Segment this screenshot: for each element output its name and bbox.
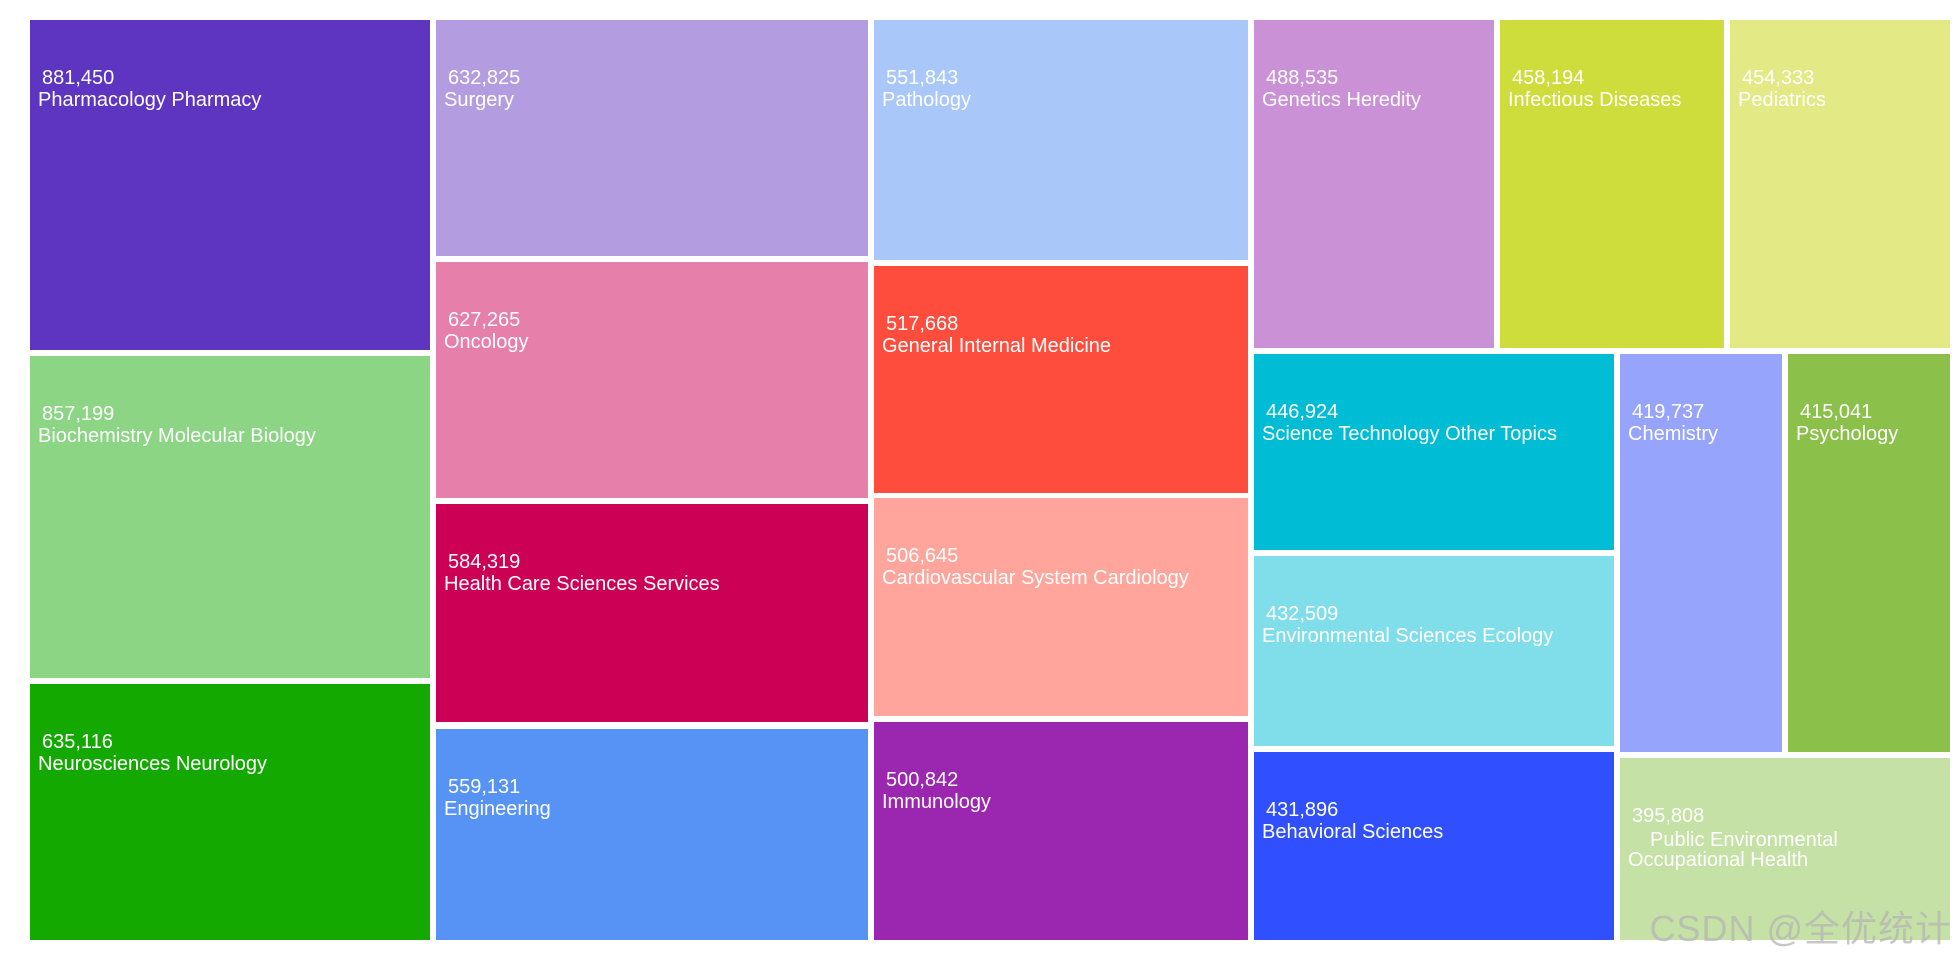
treemap-tile-value: 446,924 <box>1266 401 1338 423</box>
treemap-tile-rect <box>1500 20 1724 348</box>
treemap-tile-label: Biochemistry Molecular Biology <box>38 425 316 447</box>
treemap-tile-value: 415,041 <box>1800 401 1872 423</box>
treemap-tile-label-line: Public Environmental <box>1650 829 1838 851</box>
watermark-text: CSDN @全优统计 <box>1649 908 1952 949</box>
treemap-tile-label: Surgery <box>444 89 514 111</box>
treemap-tile-rect <box>1730 20 1950 348</box>
treemap-tile-label: Pharmacology Pharmacy <box>38 89 261 111</box>
treemap-tile-value: 500,842 <box>886 769 958 791</box>
treemap-tile-label: Chemistry <box>1628 423 1718 445</box>
treemap-tile-rect <box>874 722 1248 940</box>
treemap-tile-value: 454,333 <box>1742 67 1814 89</box>
treemap-tile-value: 881,450 <box>42 67 114 89</box>
treemap-tile-label-line: Occupational Health <box>1628 849 1808 871</box>
treemap-tile-value: 458,194 <box>1512 67 1584 89</box>
treemap-tile-rect <box>1788 354 1950 752</box>
treemap-tile-rect <box>436 262 868 498</box>
treemap-tile-rect <box>1254 752 1614 940</box>
treemap-tile-rect <box>1620 758 1950 940</box>
treemap-tile-label: Behavioral Sciences <box>1262 821 1443 843</box>
treemap-tile-rect <box>436 729 868 940</box>
treemap-tile-label: Infectious Diseases <box>1508 89 1681 111</box>
treemap-tile-label: Psychology <box>1796 423 1898 445</box>
treemap-tile-value: 551,843 <box>886 67 958 89</box>
treemap-tile-value: 627,265 <box>448 309 520 331</box>
treemap-tile-label: Pathology <box>882 89 971 111</box>
treemap-tile-rect <box>436 20 868 256</box>
treemap-tile-value: 517,668 <box>886 313 958 335</box>
treemap-tile-value: 559,131 <box>448 776 520 798</box>
treemap-tile-value: 506,645 <box>886 545 958 567</box>
treemap-tile-rect <box>1254 354 1614 550</box>
treemap-tile-rect <box>1254 556 1614 746</box>
treemap-tile-label: General Internal Medicine <box>882 335 1111 357</box>
treemap-tile-value: 584,319 <box>448 551 520 573</box>
treemap-tile-value: 419,737 <box>1632 401 1704 423</box>
treemap-tile-value: 395,808 <box>1632 805 1704 827</box>
treemap-tile-label: Genetics Heredity <box>1262 89 1421 111</box>
treemap-tile-label: Health Care Sciences Services <box>444 573 720 595</box>
treemap-tile-label: Cardiovascular System Cardiology <box>882 567 1189 589</box>
treemap-tile-rect <box>1254 20 1494 348</box>
treemap-tile-label: Immunology <box>882 791 991 813</box>
treemap-tile-rect <box>436 504 868 722</box>
treemap-tile-rect <box>874 20 1248 260</box>
treemap-tile-rect <box>30 356 430 678</box>
treemap-tile-rect <box>30 20 430 350</box>
treemap-tile-rect <box>1620 354 1782 752</box>
treemap-tile-label: Environmental Sciences Ecology <box>1262 625 1553 647</box>
treemap-tile-label: Oncology <box>444 331 529 353</box>
treemap-tile-label: Science Technology Other Topics <box>1262 423 1557 445</box>
treemap-tile-rect <box>874 498 1248 716</box>
treemap-tile-label: Engineering <box>444 798 551 820</box>
treemap-tile-value: 432,509 <box>1266 603 1338 625</box>
treemap-tile-label: Neurosciences Neurology <box>38 753 267 775</box>
treemap-tile-label: Public Environmental Occupational Health <box>1628 829 1838 871</box>
treemap-tile-value: 488,535 <box>1266 67 1338 89</box>
treemap-tile-value: 635,116 <box>42 731 113 753</box>
treemap-tile-value: 632,825 <box>448 67 520 89</box>
treemap-tile-rect <box>874 266 1248 493</box>
treemap-tile-value: 857,199 <box>42 403 114 425</box>
treemap-tile-value: 431,896 <box>1266 799 1338 821</box>
treemap-tile-rect <box>30 684 430 940</box>
treemap-tile-label: Pediatrics <box>1738 89 1826 111</box>
